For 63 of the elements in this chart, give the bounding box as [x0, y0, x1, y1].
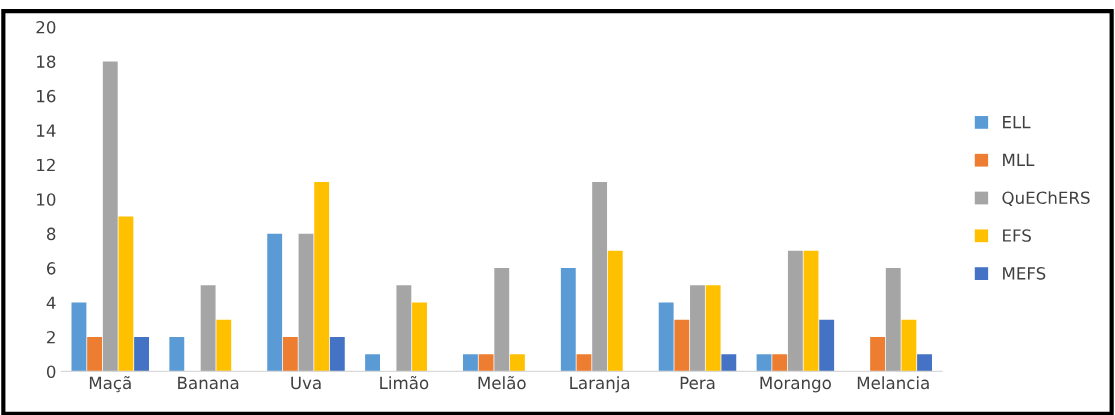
y-tick-label: 4: [46, 296, 56, 309]
x-tick-label: Uva: [291, 376, 321, 390]
bar: [216, 319, 232, 372]
bar: [705, 285, 721, 372]
bar: [102, 61, 118, 372]
bar: [674, 319, 690, 372]
y-tick-label: 8: [46, 227, 56, 241]
y-tick-label: 16: [37, 89, 56, 103]
bar: [756, 354, 772, 372]
legend-label: MEFS: [1003, 267, 1046, 280]
x-tick-label: Maçã: [89, 376, 131, 393]
bar: [772, 354, 788, 372]
bar: [329, 336, 345, 372]
bar: [721, 354, 737, 372]
y-tick-label: 0: [46, 365, 56, 378]
legend-label: MLL: [1003, 153, 1035, 166]
bar: [592, 181, 608, 372]
y-tick-label: 18: [37, 55, 56, 68]
legend-label: EFS: [1003, 229, 1031, 242]
bar: [282, 336, 298, 372]
y-tick-label: 2: [47, 330, 55, 344]
bar: [169, 336, 185, 372]
bar: [118, 216, 134, 372]
x-tick-label: Pera: [680, 376, 715, 390]
y-tick-label: 6: [47, 262, 56, 275]
bar: [819, 319, 835, 372]
bar: [917, 354, 932, 372]
x-tick-label: Laranja: [570, 376, 630, 393]
bar: [71, 302, 87, 372]
x-tick-label: Banana: [178, 376, 239, 390]
bar: [870, 336, 886, 372]
bar: [267, 233, 283, 372]
x-tick-label: Melão: [478, 376, 526, 390]
bar: [134, 336, 150, 372]
bar: [298, 233, 314, 372]
bar: [607, 250, 623, 372]
legend-label: QuEChERS: [1002, 191, 1090, 206]
bar: [803, 250, 819, 372]
y-tick-label: 10: [37, 193, 56, 206]
bar: [658, 302, 674, 372]
bar: [690, 285, 705, 372]
x-tick-label: Morango: [760, 376, 831, 393]
bar: [87, 336, 103, 372]
bar: [494, 268, 510, 372]
bar: [901, 319, 917, 372]
bar: [787, 250, 803, 372]
x-tick-label: Melancia: [857, 376, 929, 390]
x-tick-label: Limão: [380, 376, 429, 390]
bar: [576, 354, 592, 372]
bar: [200, 285, 216, 372]
bar: [478, 354, 494, 372]
bar: [412, 302, 427, 372]
y-tick-label: 14: [37, 124, 56, 137]
bar: [314, 181, 330, 372]
bar: [462, 354, 478, 372]
bar: [365, 354, 380, 372]
bar: [885, 268, 901, 372]
bar: [560, 268, 576, 372]
bar: [509, 354, 525, 372]
y-tick-label: 12: [37, 158, 55, 172]
bar: [396, 285, 412, 372]
y-tick-label: 20: [36, 20, 56, 34]
legend-label: ELL: [1003, 116, 1031, 129]
